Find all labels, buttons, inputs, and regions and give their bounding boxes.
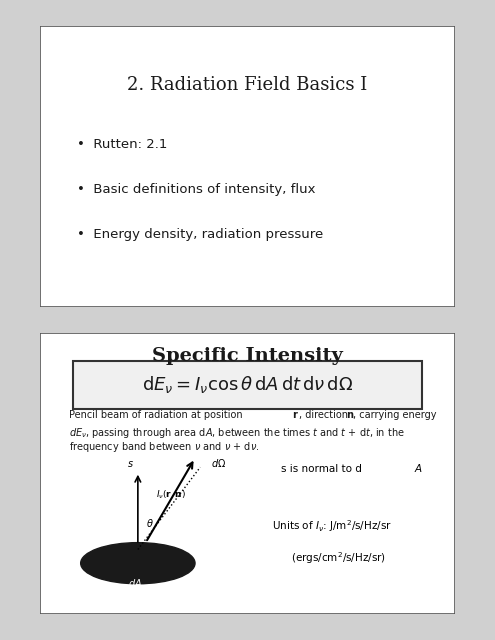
Ellipse shape bbox=[81, 543, 195, 584]
Text: •  Energy density, radiation pressure: • Energy density, radiation pressure bbox=[77, 228, 323, 241]
Text: A: A bbox=[414, 464, 421, 474]
Text: Units of $I_\nu$: J/m$^2$/s/Hz/sr: Units of $I_\nu$: J/m$^2$/s/Hz/sr bbox=[272, 518, 392, 534]
Text: (ergs/cm$^2$/s/Hz/sr): (ergs/cm$^2$/s/Hz/sr) bbox=[291, 550, 386, 566]
Text: $d\Omega$: $d\Omega$ bbox=[211, 456, 226, 468]
Text: $\mathrm{d}E_\nu = I_\nu \cos\theta\, \mathrm{d}A\, \mathrm{d}t\, \mathrm{d}\nu\: $\mathrm{d}E_\nu = I_\nu \cos\theta\, \m… bbox=[142, 374, 353, 396]
Text: $dA$: $dA$ bbox=[128, 577, 143, 589]
Text: n: n bbox=[346, 410, 353, 420]
FancyBboxPatch shape bbox=[40, 26, 455, 307]
Text: $\theta$: $\theta$ bbox=[146, 517, 153, 529]
Text: 2. Radiation Field Basics I: 2. Radiation Field Basics I bbox=[127, 76, 368, 94]
Text: $I_\nu(\mathbf{r}, \mathbf{n})$: $I_\nu(\mathbf{r}, \mathbf{n})$ bbox=[156, 489, 186, 502]
Text: s is normal to d: s is normal to d bbox=[281, 464, 362, 474]
FancyBboxPatch shape bbox=[40, 333, 455, 614]
Text: Pencil beam of radiation at position: Pencil beam of radiation at position bbox=[69, 410, 246, 420]
Text: frequency band between $\nu$ and $\nu$ + d$\nu$.: frequency band between $\nu$ and $\nu$ +… bbox=[69, 440, 259, 454]
Text: •  Basic definitions of intensity, flux: • Basic definitions of intensity, flux bbox=[77, 183, 315, 196]
Text: , direction: , direction bbox=[299, 410, 351, 420]
FancyBboxPatch shape bbox=[73, 361, 422, 409]
Text: Specific Intensity: Specific Intensity bbox=[152, 347, 343, 365]
Text: •  Rutten: 2.1: • Rutten: 2.1 bbox=[77, 138, 167, 151]
Text: s: s bbox=[128, 460, 133, 470]
Text: , carrying energy: , carrying energy bbox=[353, 410, 437, 420]
Text: $dE_\nu$, passing through area d$A$, between the times $t$ and $t$ + d$t$, in th: $dE_\nu$, passing through area d$A$, bet… bbox=[69, 426, 404, 440]
Text: r: r bbox=[292, 410, 297, 420]
